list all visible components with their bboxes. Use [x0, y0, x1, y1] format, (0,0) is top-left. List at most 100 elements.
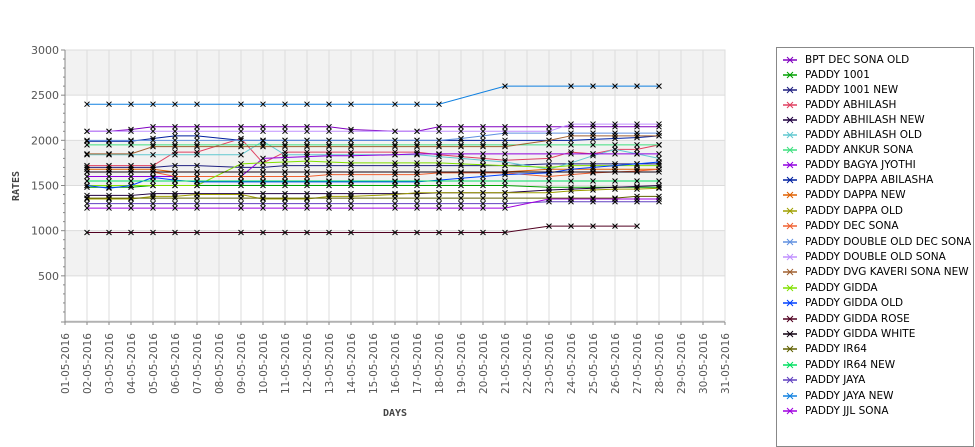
data-point-marker [502, 178, 508, 184]
data-point-marker [656, 132, 662, 139]
data-point-marker [546, 169, 552, 176]
data-point-marker [458, 189, 464, 196]
data-point-marker [458, 169, 464, 176]
data-point-marker [260, 143, 266, 150]
series-line [87, 198, 659, 209]
data-point-marker [106, 195, 112, 202]
data-point-marker [326, 169, 332, 175]
data-point-marker [260, 123, 266, 130]
data-point-marker [634, 141, 640, 148]
data-point-marker [304, 158, 310, 164]
data-point-marker [304, 196, 310, 202]
legend-item: PADDY IR64 NEW [777, 357, 973, 372]
series-paddy-gidda-old [84, 159, 662, 192]
data-point-marker [282, 229, 288, 236]
data-point-marker [436, 195, 442, 202]
data-point-marker [304, 190, 310, 197]
data-point-marker [238, 195, 244, 202]
data-point-marker [106, 229, 112, 236]
legend-label: PADDY DVG KAVERI SONA NEW [805, 266, 969, 279]
legend-label: PADDY ANKUR SONA [805, 143, 914, 156]
data-point-marker [612, 83, 618, 89]
data-point-marker [326, 137, 332, 144]
data-point-marker [458, 123, 464, 130]
legend-item: PADDY DAPPA OLD [777, 203, 973, 218]
line-chart: 500 1000 1500 2000 2500 3000 01-05-2016 02-05-2… [11, 44, 732, 419]
series-line [87, 160, 659, 186]
data-point-marker [590, 132, 596, 139]
data-point-marker [194, 151, 200, 158]
legend-label: PADDY DEC SONA [805, 220, 899, 233]
data-point-marker [282, 101, 288, 108]
data-point-marker [546, 155, 552, 162]
data-point-marker [348, 229, 354, 236]
data-point-marker [326, 151, 332, 158]
data-point-marker [546, 123, 552, 130]
data-point-marker [326, 205, 332, 211]
data-point-marker [436, 123, 442, 130]
data-point-marker [260, 190, 266, 197]
data-point-marker [568, 196, 574, 202]
data-point-marker [502, 189, 508, 196]
legend-item: PADDY DAPPA NEW [777, 188, 973, 203]
data-point-marker [590, 121, 596, 127]
x-tick-label: 24-05-2016 [566, 333, 578, 394]
series-line [87, 168, 660, 177]
data-point-marker [128, 101, 134, 108]
data-point-marker [568, 132, 574, 139]
x-tick-label: 08-05-2016 [214, 333, 226, 394]
series-paddy-gidda-rose [84, 223, 640, 236]
data-point-marker [414, 190, 420, 197]
x-tick-label: 29-05-2016 [676, 333, 688, 394]
data-point-marker [502, 205, 508, 211]
data-point-marker [634, 83, 640, 89]
data-point-marker [238, 101, 244, 108]
data-point-marker [150, 195, 156, 202]
data-point-marker [590, 196, 596, 202]
data-point-marker [150, 123, 156, 130]
data-point-marker [172, 229, 178, 236]
data-point-marker [106, 185, 112, 192]
data-point-marker [436, 143, 442, 150]
data-point-marker [392, 101, 398, 108]
data-point-marker [84, 195, 90, 202]
data-point-marker [568, 137, 574, 144]
data-point-marker [546, 169, 552, 175]
data-point-marker [326, 152, 332, 159]
data-point-marker [282, 190, 288, 197]
data-point-marker [458, 205, 464, 211]
series-line [87, 187, 660, 200]
x-tick-label: 17-05-2016 [412, 333, 424, 394]
legend-swatch-icon [783, 130, 797, 140]
data-point-marker [238, 200, 244, 207]
data-point-marker [656, 151, 662, 157]
data-point-marker [304, 169, 310, 175]
legend-swatch-icon [783, 298, 797, 308]
legend-swatch-icon [783, 55, 797, 65]
data-point-marker [436, 177, 442, 183]
data-point-marker [568, 141, 574, 148]
legend-label: PADDY 1001 [805, 68, 870, 81]
data-point-marker [392, 160, 398, 166]
x-tick-label: 26-05-2016 [610, 333, 622, 394]
data-point-marker [634, 132, 640, 139]
data-point-marker [304, 195, 310, 202]
data-point-marker [304, 179, 310, 185]
data-point-marker [502, 169, 508, 175]
data-point-marker [414, 200, 420, 207]
data-point-marker [634, 169, 640, 175]
data-point-marker [194, 169, 200, 175]
data-point-marker [260, 169, 266, 175]
data-point-marker [150, 182, 156, 189]
data-point-marker [326, 101, 332, 108]
data-point-marker [590, 169, 596, 175]
data-point-marker [612, 146, 618, 153]
series-paddy-double-old-dec-sona [84, 130, 662, 144]
data-point-marker [194, 190, 200, 197]
data-point-marker [260, 200, 266, 207]
data-point-marker [172, 200, 178, 207]
data-point-marker [612, 169, 618, 175]
data-point-marker [282, 196, 288, 202]
data-point-marker [194, 195, 200, 202]
x-tick-label: 11-05-2016 [280, 333, 292, 394]
